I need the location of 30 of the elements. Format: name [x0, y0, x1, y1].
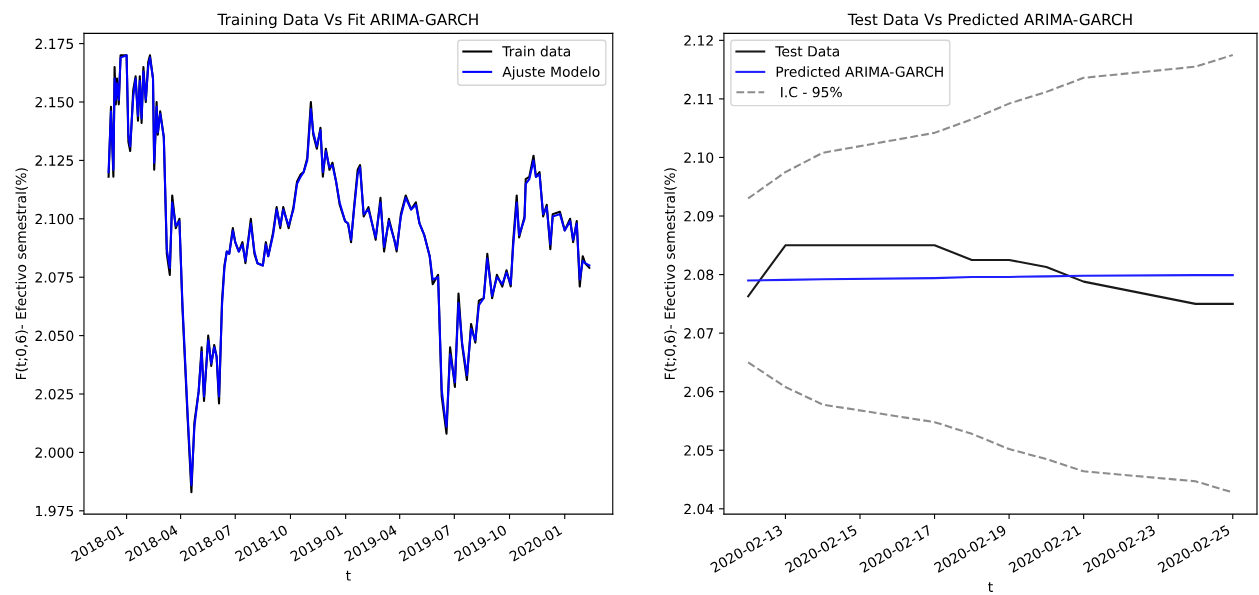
y-tick-label: 2.025 — [35, 388, 74, 400]
y-tick-label: 2.050 — [35, 330, 74, 342]
y-tick-label: 2.08 — [684, 269, 714, 281]
chart-title: Test Data Vs Predicted ARIMA-GARCH — [847, 13, 1132, 26]
legend-label: Train data — [502, 45, 571, 57]
y-tick-label: 2.175 — [35, 38, 74, 50]
x-axis-title: t — [988, 582, 993, 592]
chart-title: Training Data Vs Fit ARIMA-GARCH — [217, 13, 478, 29]
y-tick-label: 2.150 — [35, 96, 74, 108]
y-tick-label: 2.05 — [684, 445, 713, 456]
y-tick-label: 2.06 — [684, 386, 714, 398]
legend-label: Ajuste Modelo — [502, 66, 600, 80]
y-tick-label: 2.075 — [35, 272, 74, 283]
y-axis-title: F(t;0,6)- Efectivo semestral(%) — [15, 168, 28, 380]
y-tick-label: 2.100 — [35, 213, 74, 225]
y-tick-label: 1.975 — [36, 505, 74, 517]
y-axis-title: F(t;0,6)- Efectivo semestral(%) — [664, 168, 677, 380]
y-tick-label: 2.000 — [35, 447, 74, 458]
y-tick-label: 2.125 — [35, 155, 74, 166]
legend-label: Test Data — [775, 46, 839, 57]
y-tick-label: 2.09 — [684, 210, 714, 222]
line-series — [747, 244, 1234, 305]
legend-label: Predicted ARIMA-GARCH — [776, 66, 943, 77]
x-axis-title: t — [346, 570, 351, 581]
legend-label: I.C - 95% — [781, 86, 842, 98]
y-tick-label: 2.10 — [684, 152, 714, 163]
y-tick-label: 2.04 — [684, 503, 714, 515]
y-tick-label: 2.12 — [684, 35, 713, 46]
y-tick-label: 2.07 — [684, 328, 714, 339]
y-tick-label: 2.11 — [684, 93, 713, 105]
